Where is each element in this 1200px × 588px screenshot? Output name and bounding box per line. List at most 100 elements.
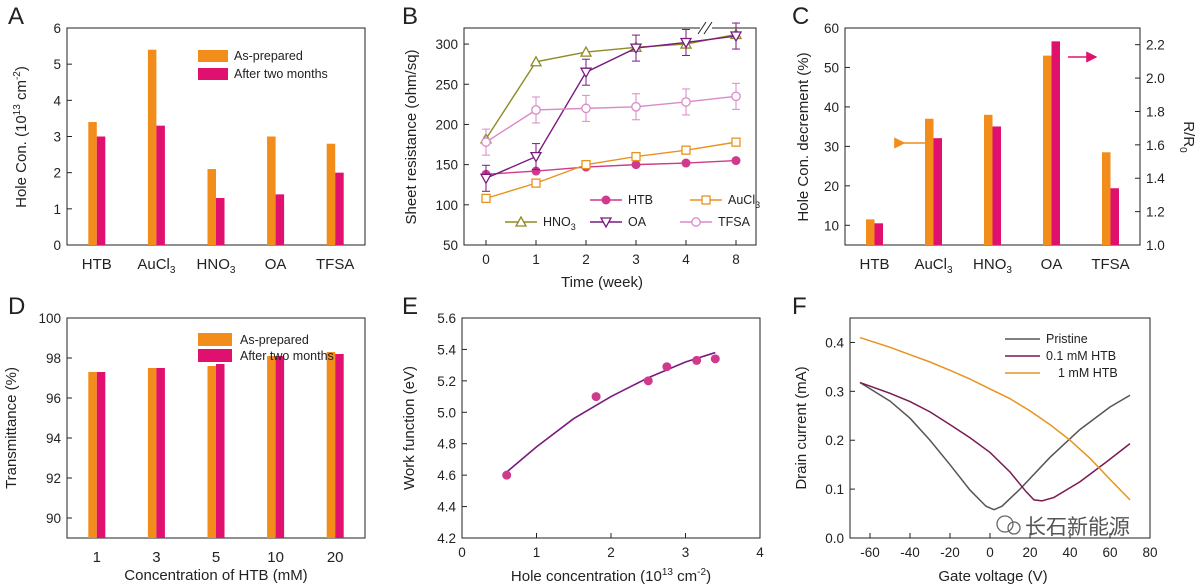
- y-tick-label-a: 5: [53, 57, 61, 72]
- category-label-d: 20: [327, 549, 344, 566]
- y2-tick-label-c: 1.8: [1146, 104, 1165, 119]
- point-oa: [629, 43, 643, 55]
- curve-pristine: [859, 381, 1131, 511]
- legend-marker-tfsa: [691, 217, 701, 227]
- y-tick-label-a: 3: [53, 130, 61, 145]
- axis-break-b: [697, 21, 713, 35]
- x-tick-label-b: 0: [482, 252, 490, 267]
- y-tick-label-b: 200: [435, 117, 458, 132]
- legend-marker-hno3: [514, 215, 528, 227]
- point-tfsa: [631, 101, 641, 112]
- wechat-icon: [996, 515, 1014, 533]
- bar-d-s1: [207, 366, 216, 538]
- bar-a-s1: [88, 122, 97, 245]
- x-tick-label-b: 8: [732, 252, 740, 267]
- bar-d-s1: [147, 368, 157, 538]
- x-tick-label-b: 2: [582, 252, 590, 267]
- bar-d-s1: [88, 372, 97, 538]
- point-oa: [679, 37, 693, 49]
- bar-a-s2: [156, 125, 165, 245]
- bar-c-s1: [866, 219, 875, 245]
- legend-marker-oa: [599, 217, 613, 229]
- y-tick-label-b: 250: [435, 77, 458, 92]
- y-tick-label-f: 0.3: [825, 384, 844, 399]
- y-tick-label-e: 4.8: [437, 437, 456, 452]
- series-line-aucl3: [485, 141, 737, 200]
- category-label-d: 3: [152, 549, 160, 566]
- y-tick-label-e: 4.2: [437, 531, 456, 546]
- y-tick-label-f: 0.1: [825, 482, 844, 497]
- legend-label-0-1mm: 0.1 mM HTB: [1046, 349, 1116, 363]
- y-tick-label-a: 6: [53, 21, 61, 36]
- y-tick-label-f: 0.2: [825, 433, 844, 448]
- x-tick-label-f: -20: [940, 545, 960, 560]
- point-htb: [531, 166, 541, 176]
- point-aucl3: [481, 193, 491, 204]
- watermark: 长石新能源: [996, 515, 1130, 539]
- bar-a-s1: [147, 49, 157, 246]
- x-tick-label-f: -60: [860, 545, 880, 560]
- category-label-c: TFSA: [1091, 256, 1129, 273]
- fit-curve-e: [506, 351, 716, 473]
- point-tfsa: [581, 103, 591, 114]
- bar-c-s2: [992, 126, 1001, 245]
- series-line-hno3: [485, 33, 737, 140]
- y2-tick-label-c: 1.2: [1146, 205, 1165, 220]
- y-tick-label-c: 60: [824, 21, 839, 36]
- bar-d-s2: [216, 364, 225, 538]
- bar-d-s1: [267, 356, 276, 538]
- x-axis-label-d: Concentration of HTB (mM): [124, 567, 307, 584]
- bar-c-s2: [1110, 188, 1119, 245]
- y-axis-label-b: Sheet resistance (ohm/sq): [403, 49, 420, 224]
- y2-tick-label-c: 2.2: [1146, 38, 1165, 53]
- legend-label-htb: HTB: [628, 193, 653, 207]
- panel-f: F Drain current (mA) Gate voltage (V) 0.…: [792, 293, 1158, 585]
- x-tick-label-b: 4: [682, 252, 690, 267]
- point-tfsa: [681, 97, 691, 107]
- y-axis-label-e: Work function (eV): [401, 366, 418, 490]
- bar-d-s2: [335, 354, 344, 538]
- plot-frame-b: [463, 27, 757, 246]
- y-tick-label-a: 4: [53, 93, 61, 108]
- y-axis-label-d: Transmittance (%): [3, 367, 20, 489]
- point-aucl3: [681, 145, 691, 155]
- legend-label-1mm: 1 mM HTB: [1058, 366, 1118, 380]
- panel-label-c: C: [792, 3, 809, 30]
- y-tick-label-e: 5.2: [437, 374, 456, 389]
- bar-d-s2: [156, 368, 165, 538]
- panel-label-a: A: [8, 3, 24, 30]
- legend-marker-htb: [601, 195, 611, 205]
- series-line-htb: [485, 159, 737, 175]
- y-tick-label-a: 0: [53, 238, 61, 253]
- data-point-e: [662, 362, 672, 372]
- x-tick-label-e: 1: [533, 545, 541, 560]
- point-aucl3: [731, 137, 741, 147]
- bar-d-s2: [275, 356, 285, 538]
- point-aucl3: [631, 151, 641, 162]
- point-tfsa: [481, 137, 491, 147]
- category-label-d: 10: [267, 549, 284, 566]
- x-tick-label-f: -40: [900, 545, 920, 560]
- series-line-oa: [485, 35, 737, 179]
- y-tick-label-d: 90: [46, 511, 61, 526]
- category-label-a: HTB: [82, 256, 112, 273]
- data-point-e: [692, 355, 702, 365]
- watermark-text: 长石新能源: [1025, 516, 1130, 539]
- bar-c-s1: [984, 114, 993, 245]
- legend-swatch-as-prepared: [198, 50, 228, 62]
- y-tick-label-e: 4.6: [437, 468, 456, 483]
- x-tick-label-e: 2: [607, 545, 615, 560]
- legend-label-after-two-months: After two months: [234, 67, 328, 81]
- point-htb: [681, 158, 691, 168]
- point-aucl3: [581, 159, 591, 170]
- y2-axis-label-c: R/R0: [1177, 121, 1197, 153]
- point-htb: [731, 156, 741, 166]
- category-label-a: OA: [265, 256, 287, 273]
- legend-label-as-prepared: As-prepared: [234, 49, 303, 63]
- bar-c-s1: [1102, 152, 1111, 245]
- bar-c-s2: [1051, 41, 1060, 245]
- point-htb: [631, 160, 641, 170]
- y-axis-label-c: Hole Con. decrement (%): [795, 52, 812, 221]
- category-label-c: HNO3: [973, 256, 1012, 276]
